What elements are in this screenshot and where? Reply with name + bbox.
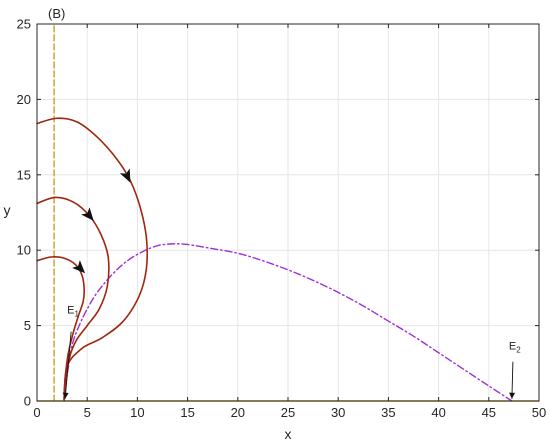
x-tick-label: 35	[381, 405, 395, 420]
x-tick-label: 30	[331, 405, 345, 420]
y-tick-label: 0	[24, 394, 31, 409]
x-tick-label: 0	[33, 405, 40, 420]
trajectory-line	[36, 117, 149, 401]
x-tick-label: 20	[231, 405, 245, 420]
x-tick-label: 10	[130, 405, 144, 420]
x-tick-label: 5	[84, 405, 91, 420]
y-tick-label: 10	[17, 243, 31, 258]
x-axis-label: x	[285, 426, 292, 442]
y-tick-label: 25	[17, 17, 31, 32]
annotations: E1 E2	[62, 305, 521, 399]
trajectory-direction-arrowhead	[72, 260, 86, 274]
trajectory-line	[36, 256, 86, 401]
x-tick-label: 50	[532, 405, 546, 420]
x-tick-label: 15	[180, 405, 194, 420]
equilibrium-pointer-arrowhead	[62, 392, 69, 399]
panel-label: (B)	[48, 6, 65, 21]
trajectory-direction-arrowhead	[81, 207, 94, 221]
equilibrium-pointer-line	[511, 361, 514, 399]
equilibrium-label: E1	[67, 305, 79, 319]
tick-labels: 0 5 10 15 20 25 30 35 40 45 50 0 5 10 15 20 25	[17, 17, 547, 421]
x-tick-label: 25	[281, 405, 295, 420]
y-tick-label: 20	[17, 92, 31, 107]
equilibrium-pointer-arrowhead	[509, 392, 516, 399]
trajectory-direction-arrowhead	[119, 168, 131, 183]
x-tick-label: 45	[482, 405, 496, 420]
equilibrium-pointer-line	[64, 331, 72, 399]
x-tick-label: 40	[431, 405, 445, 420]
y-tick-label: 15	[17, 167, 31, 182]
equilibrium-label: E2	[509, 341, 521, 355]
axes-frame	[36, 23, 540, 402]
y-tick-label: 5	[24, 318, 31, 333]
x-nullcline-line	[63, 243, 513, 402]
y-axis-label: y	[4, 202, 11, 218]
